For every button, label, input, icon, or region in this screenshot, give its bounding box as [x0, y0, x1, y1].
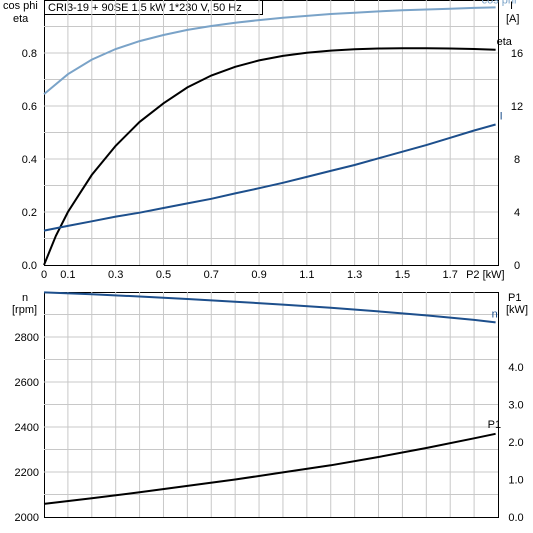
current-series-label: I	[500, 111, 503, 123]
top-right-y-tick-label: 8	[514, 154, 520, 166]
bottom-right-y-tick-label: 0.0	[508, 512, 523, 524]
top-right-y-tick-label: 12	[511, 101, 523, 113]
x-tick-label: 0.3	[108, 269, 123, 281]
top-right-y-tick-label: 16	[511, 48, 523, 60]
top-left-y-tick-label: 0.2	[22, 207, 37, 219]
top-left-y-tick-label: 0.4	[22, 154, 37, 166]
bottom-right-y-tick-label: 1.0	[508, 475, 523, 487]
top-left-axis-label-1: cos phi	[3, 0, 38, 12]
top-right-axis-label-1: I	[510, 0, 513, 12]
bottom-left-y-tick-label: 2800	[15, 332, 39, 344]
x-tick-label: 0.9	[251, 269, 266, 281]
bottom-right-axis-label-2: [kW]	[506, 304, 528, 316]
title-box	[44, 0, 263, 15]
top-left-y-tick-label: 0.6	[22, 101, 37, 113]
bottom-left-axis-label-2: [rpm]	[12, 304, 37, 316]
speed-curve	[43, 291, 496, 324]
bottom-left-y-tick-label: 2200	[15, 467, 39, 479]
chart-title: CRI3-19 + 90SE 1.5 kW 1*230 V, 50 Hz	[48, 2, 242, 14]
bottom-left-axis-label-1: n	[22, 292, 28, 304]
x-tick-label: 0.1	[60, 269, 75, 281]
bottom-right-axis-label-1: P1	[508, 292, 521, 304]
bottom-left-y-tick-label: 2600	[15, 377, 39, 389]
p1-curve	[43, 432, 496, 505]
top-left-axis-label-2: eta	[13, 13, 29, 25]
x-tick-label: 0.7	[204, 269, 219, 281]
speed-series-label: n	[492, 308, 498, 320]
bottom-left-y-tick-label: 2400	[15, 422, 39, 434]
cos-phi-series-label: cos phi	[482, 0, 517, 6]
x-tick-label: 0.5	[156, 269, 171, 281]
x-tick-label: 1.1	[299, 269, 314, 281]
bottom-right-y-tick-label: 3.0	[508, 400, 523, 412]
top-left-y-tick-label: 0.0	[22, 260, 37, 272]
top-right-axis-label-2: [A]	[506, 13, 519, 25]
eta-series-label: eta	[497, 36, 513, 48]
top-right-y-tick-label: 4	[514, 207, 520, 219]
x-tick-label: 0	[41, 269, 47, 281]
bottom-right-y-tick-label: 2.0	[508, 437, 523, 449]
bottom-right-y-tick-label: 4.0	[508, 362, 523, 374]
current-curve	[43, 123, 496, 232]
x-tick-label: 1.7	[443, 269, 458, 281]
x-tick-label: 1.5	[395, 269, 410, 281]
top-left-y-tick-label: 0.8	[22, 48, 37, 60]
bottom-left-y-tick-label: 2000	[15, 512, 39, 524]
top-right-y-tick-label: 0	[514, 260, 520, 272]
x-axis-title: P2 [kW]	[466, 269, 505, 281]
x-tick-label: 1.3	[347, 269, 362, 281]
cos-phi-curve	[43, 6, 496, 95]
p1-series-label: P1	[488, 419, 501, 431]
eta-curve	[43, 47, 496, 266]
